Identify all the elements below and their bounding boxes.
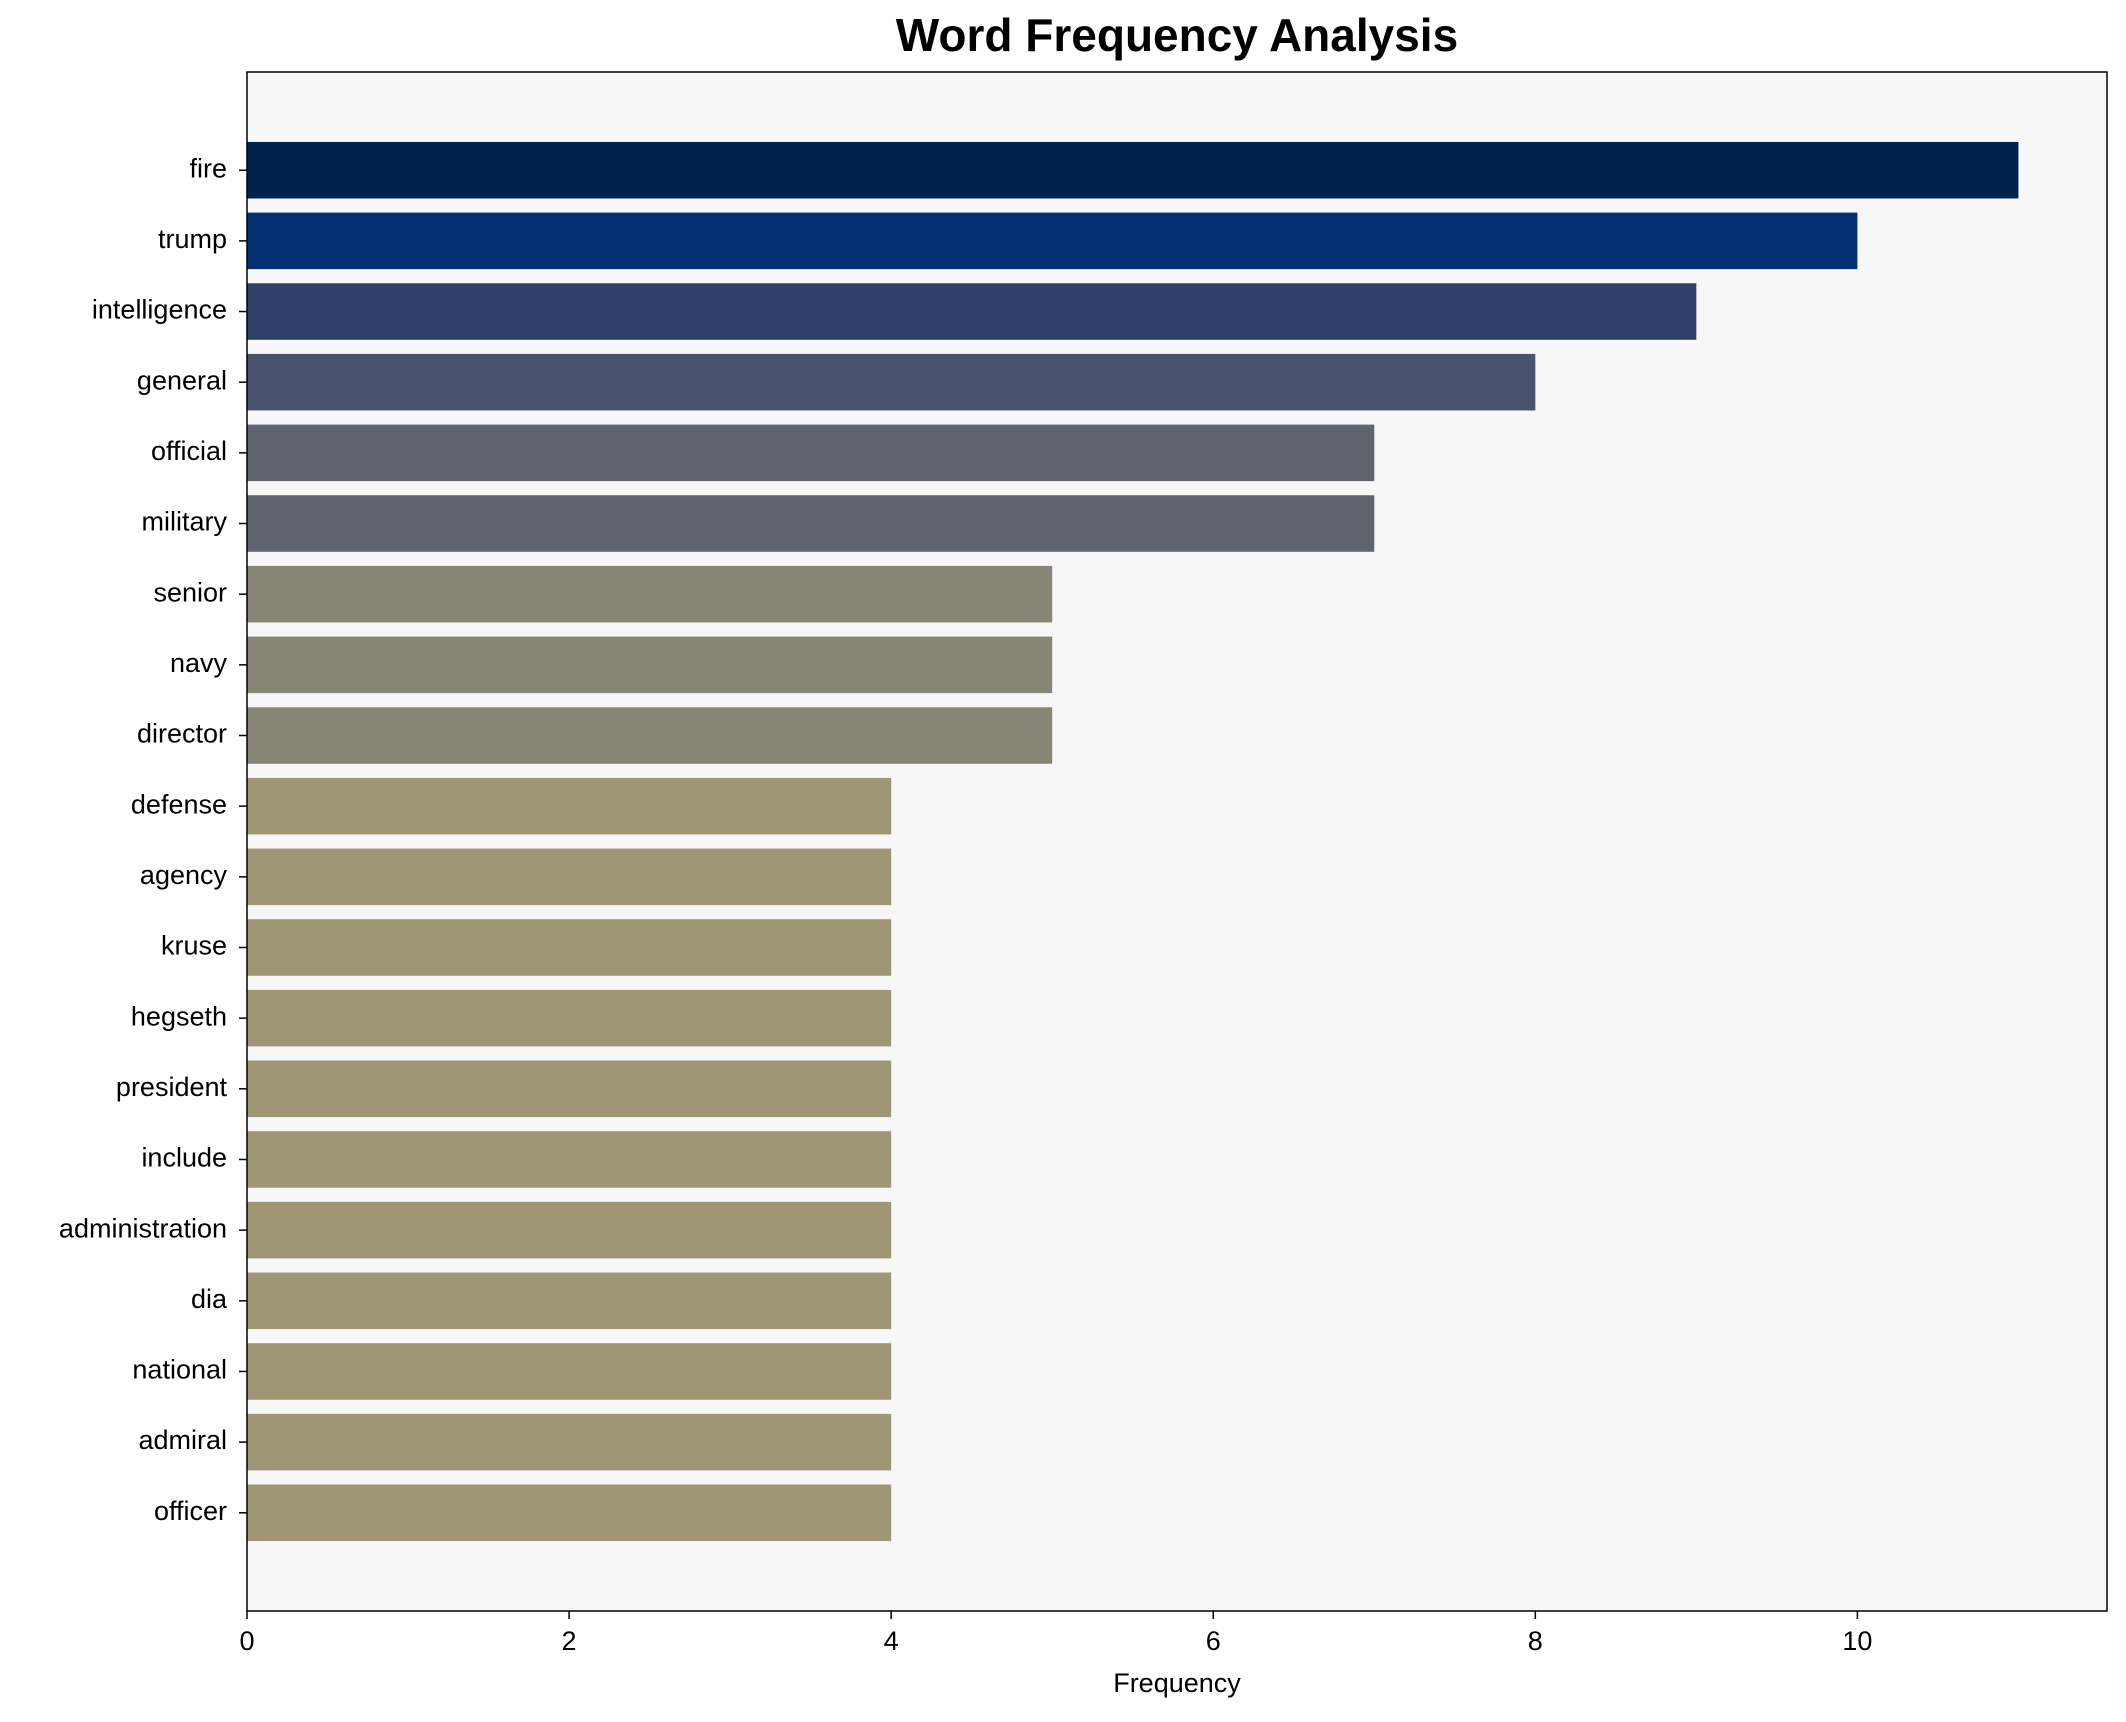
bar — [247, 212, 1858, 270]
y-tick-label: dia — [191, 1284, 228, 1314]
x-axis-label: Frequency — [1113, 1668, 1241, 1698]
y-tick-label: defense — [131, 789, 227, 819]
y-tick-label: general — [137, 365, 227, 395]
y-tick-label: national — [132, 1355, 227, 1385]
bar — [247, 1413, 892, 1471]
bar — [247, 565, 1053, 623]
bar — [247, 283, 1697, 340]
y-tick-label: intelligence — [92, 295, 227, 325]
x-tick-label: 10 — [1842, 1626, 1872, 1656]
y-tick-label: official — [151, 436, 227, 466]
bar — [247, 495, 1375, 552]
bar — [247, 1484, 892, 1542]
y-tick-label: administration — [59, 1213, 227, 1243]
y-tick-label: kruse — [161, 931, 227, 961]
bar — [247, 1343, 892, 1400]
bar — [247, 919, 892, 976]
chart-title: Word Frequency Analysis — [896, 9, 1458, 61]
y-tick-label: agency — [140, 860, 228, 890]
bar — [247, 1272, 892, 1330]
bar — [247, 1131, 892, 1188]
y-tick-label: navy — [170, 648, 228, 678]
bar — [247, 1060, 892, 1118]
y-tick-label: senior — [153, 577, 227, 607]
bar — [247, 636, 1053, 694]
x-tick-label: 8 — [1528, 1626, 1543, 1656]
bar — [247, 1201, 892, 1259]
y-tick-label: president — [116, 1072, 228, 1102]
plot-frame — [246, 71, 2108, 1612]
y-tick-label: include — [141, 1143, 227, 1173]
y-tick-label: officer — [154, 1496, 227, 1526]
x-tick-label: 2 — [562, 1626, 577, 1656]
bar — [247, 353, 1536, 411]
bar — [247, 989, 892, 1047]
bar — [247, 777, 892, 835]
y-tick-label: fire — [189, 153, 227, 183]
x-tick-label: 6 — [1206, 1626, 1221, 1656]
bar — [247, 707, 1053, 764]
y-tick-label: admiral — [138, 1425, 227, 1455]
bar — [247, 848, 892, 906]
bar — [247, 141, 2019, 199]
y-tick-label: military — [142, 507, 228, 537]
x-tick-label: 0 — [239, 1626, 254, 1656]
bar — [247, 424, 1375, 482]
y-tick-label: director — [137, 719, 227, 749]
y-tick-label: hegseth — [131, 1001, 227, 1031]
y-tick-label: trump — [158, 224, 227, 254]
x-tick-label: 4 — [884, 1626, 899, 1656]
